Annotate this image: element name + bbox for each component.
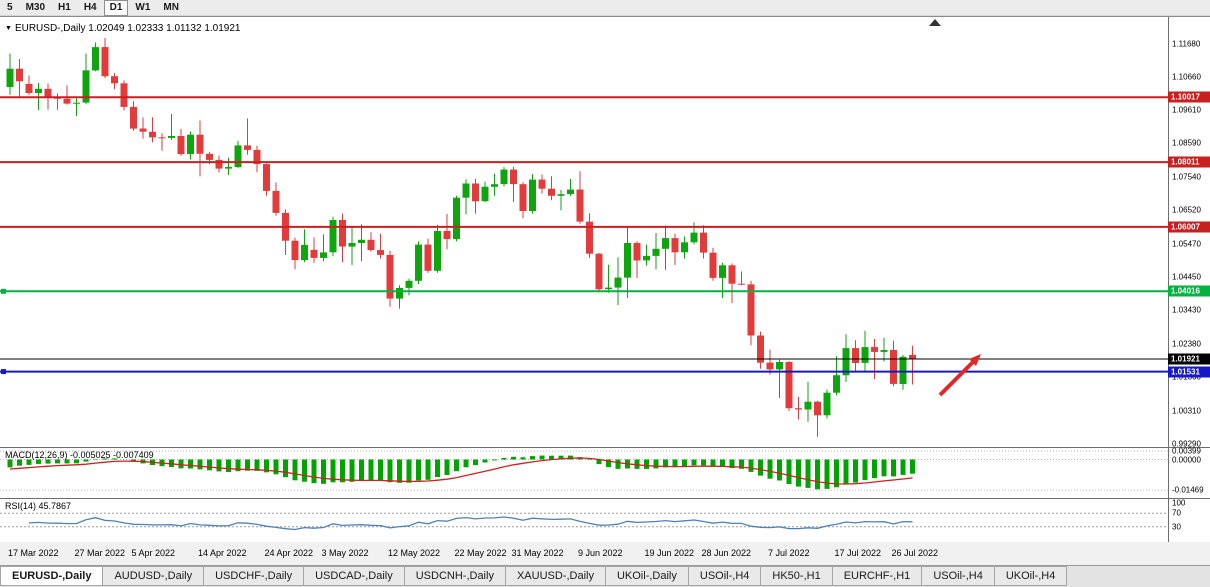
price-badge-1.06007: 1.06007 xyxy=(1168,221,1210,233)
chart-window: ▼ EURUSD-,Daily 1.02049 1.02333 1.01132 1… xyxy=(0,16,1210,566)
chart-tab-eurchf-h1[interactable]: EURCHF-,H1 xyxy=(832,566,923,586)
chart-tab-ukoil-h4[interactable]: UKOil-,H4 xyxy=(994,566,1068,586)
chart-tab-bar: EURUSD-,Daily AUDUSD-,Daily USDCHF-,Daily U… xyxy=(0,565,1210,587)
macd-signal-line xyxy=(9,457,913,485)
chart-tab-usdcad-daily[interactable]: USDCAD-,Daily xyxy=(304,566,405,586)
time-axis-label: 7 Jul 2022 xyxy=(768,548,810,558)
chart-tab-usdchf-daily[interactable]: USDCHF-,Daily xyxy=(204,566,305,586)
price-axis[interactable]: 1.11680 1.10660 1.09610 1.08590 1.07540 1.065… xyxy=(1168,17,1210,542)
timeframe-button-h4[interactable]: H4 xyxy=(83,1,97,13)
price-axis-tick: 1.08590 xyxy=(1172,138,1201,148)
chart-title: ▼ EURUSD-,Daily 1.02049 1.02333 1.01132 1… xyxy=(5,23,240,34)
price-axis-tick: 1.03430 xyxy=(1172,305,1201,315)
price-axis-separator xyxy=(1168,17,1169,542)
price-axis-tick: 1.01360 xyxy=(1172,372,1201,382)
chart-tab-audusd-daily[interactable]: AUDUSD-,Daily xyxy=(103,566,205,586)
price-axis-tick: 1.05470 xyxy=(1172,239,1201,249)
price-badge-1.01921: 1.01921 xyxy=(1168,353,1210,365)
rsi-axis-label: 30 xyxy=(1172,522,1181,532)
price-axis-tick: 0.99290 xyxy=(1172,439,1201,449)
time-axis-label: 12 May 2022 xyxy=(388,548,441,558)
price-chart-pane xyxy=(0,19,1168,437)
price-axis-tick: 1.06520 xyxy=(1172,205,1201,215)
time-axis-label: 17 Mar 2022 xyxy=(8,548,59,558)
timeframe-button-w1[interactable]: W1 xyxy=(135,1,151,13)
time-axis-label: 28 Jun 2022 xyxy=(701,548,752,558)
chart-title-text: EURUSD-,Daily 1.02049 1.02333 1.01132 1.… xyxy=(14,23,241,34)
timeframe-button-h1[interactable]: H1 xyxy=(58,1,71,13)
time-axis-label: 24 Apr 2022 xyxy=(264,548,314,558)
macd-axis-label: -0.01469 xyxy=(1172,485,1204,495)
price-axis-tick: 1.07540 xyxy=(1172,172,1201,182)
macd-label: MACD(12,26,9) -0.005025 -0.007409 xyxy=(5,450,154,460)
chart-tab-xauusd-daily[interactable]: XAUUSD-,Daily xyxy=(505,566,606,586)
price-axis-tick: 1.11680 xyxy=(1172,39,1201,48)
timeframe-button-mn[interactable]: MN xyxy=(163,1,179,13)
rsi-axis-label: 100 xyxy=(1172,498,1186,508)
rsi-label: RSI(14) 45.7867 xyxy=(5,501,72,511)
chart-tab-usoil-h4[interactable]: USOil-,H4 xyxy=(688,566,762,586)
time-axis-label: 3 May 2022 xyxy=(321,548,369,558)
timeframe-button-5[interactable]: 5 xyxy=(7,1,13,13)
macd-axis-label: 0.00000 xyxy=(1172,455,1201,464)
price-badge-1.04016: 1.04016 xyxy=(1168,285,1210,297)
price-axis-tick: 1.10660 xyxy=(1172,72,1201,81)
time-axis-label: 26 Jul 2022 xyxy=(891,548,939,558)
macd-axis-label: 0.00399 xyxy=(1172,446,1201,456)
pane-separator-macd-rsi[interactable] xyxy=(0,498,1210,499)
price-axis-tick: 1.02380 xyxy=(1172,339,1201,349)
rsi-axis-label: 70 xyxy=(1172,508,1181,518)
chart-tab-hk50-h1[interactable]: HK50-,H1 xyxy=(761,566,833,586)
candlesticks xyxy=(6,38,916,437)
rsi-line xyxy=(28,516,913,531)
time-axis-label: 27 Mar 2022 xyxy=(74,548,126,558)
chart-tab-eurusd-daily[interactable]: EURUSD-,Daily xyxy=(0,566,104,586)
chart-shift-marker-icon[interactable] xyxy=(929,19,941,26)
chart-tab-usoil-h4[interactable]: USOil-,H4 xyxy=(922,566,995,586)
chart-tab-ukoil-daily[interactable]: UKOil-,Daily xyxy=(605,566,689,586)
time-axis-label: 31 May 2022 xyxy=(511,548,564,558)
price-badge-1.10017: 1.10017 xyxy=(1168,91,1210,103)
price-axis-tick: 1.09610 xyxy=(1172,105,1201,115)
price-axis-tick: 1.00310 xyxy=(1172,406,1201,416)
time-axis-label: 9 Jun 2022 xyxy=(578,548,623,558)
time-axis-label: 19 Jun 2022 xyxy=(644,548,695,558)
timeframe-button-d1[interactable]: D1 xyxy=(103,0,129,16)
macd-indicator-pane xyxy=(0,450,1168,491)
timeframe-button-m30[interactable]: M30 xyxy=(25,1,46,13)
time-axis[interactable]: 17 Mar 2022 27 Mar 2022 5 Apr 2022 14 Apr 2… xyxy=(0,542,1210,566)
price-axis-tick: 1.04450 xyxy=(1172,272,1201,282)
rsi-indicator-pane xyxy=(0,512,1168,531)
trend-arrow-annotation[interactable] xyxy=(938,354,981,397)
timeframe-toolbar: 5 M30 H1 H4 D1 W1 MN xyxy=(0,0,1210,16)
horizontal-level-lines[interactable] xyxy=(0,96,1168,375)
price-badge-1.01531: 1.01531 xyxy=(1168,366,1210,378)
ohlc-marker-icon: ▼ xyxy=(5,25,12,32)
pane-separator-main-macd[interactable] xyxy=(0,447,1210,448)
time-axis-label: 14 Apr 2022 xyxy=(198,548,247,558)
time-axis-label: 17 Jul 2022 xyxy=(834,548,882,558)
chart-tab-usdcnh-daily[interactable]: USDCNH-,Daily xyxy=(404,566,506,586)
time-axis-label: 5 Apr 2022 xyxy=(131,548,176,558)
time-axis-label: 22 May 2022 xyxy=(454,548,507,558)
price-badge-1.08011: 1.08011 xyxy=(1168,156,1210,168)
